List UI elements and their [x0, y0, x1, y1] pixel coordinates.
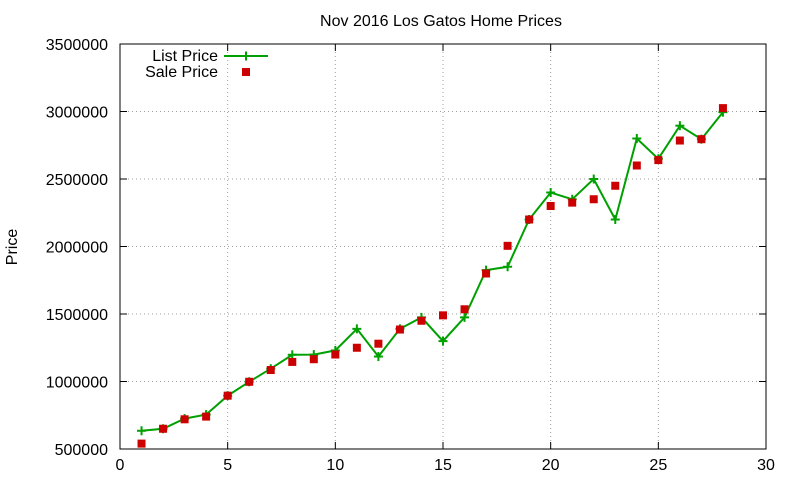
y-tick-label: 2000000 — [46, 240, 108, 257]
sale-price-point — [697, 135, 706, 144]
list-price-point — [438, 336, 448, 346]
list-price-point — [610, 215, 620, 224]
sale-price-point — [202, 412, 211, 421]
legend-swatch-sale-price — [242, 68, 250, 76]
sale-price-point — [718, 104, 727, 113]
list-price-point — [675, 121, 685, 131]
list-price-point — [632, 134, 642, 143]
chart-title: Nov 2016 Los Gatos Home Prices — [320, 13, 562, 30]
list-price-point — [137, 426, 147, 436]
y-tick-label: 1500000 — [46, 307, 108, 324]
sale-price-point — [374, 339, 383, 348]
list-price-point — [503, 262, 513, 272]
sale-price-point — [352, 343, 361, 352]
legend-label-sale-price: Sale Price — [145, 64, 218, 81]
list-price-point — [352, 324, 362, 334]
y-tick-label: 2500000 — [46, 172, 108, 189]
legend-label-list-price: List Price — [152, 48, 218, 65]
sale-price-point — [331, 350, 340, 359]
sale-price-point — [309, 355, 318, 364]
x-tick-label: 10 — [326, 457, 344, 474]
list-price-point — [373, 352, 383, 362]
sale-price-point — [546, 202, 555, 210]
sale-price-point — [632, 161, 641, 170]
plot-frame — [119, 43, 767, 450]
y-axis-label: Price — [4, 229, 21, 266]
sale-price-point — [288, 357, 297, 366]
sale-price-point — [503, 241, 512, 250]
sale-price-point — [460, 305, 469, 314]
sale-price-point — [180, 415, 189, 424]
sale-price-point — [525, 215, 534, 224]
sale-price-point — [395, 325, 404, 334]
y-tick-label: 1000000 — [46, 375, 108, 392]
grid — [120, 44, 766, 449]
x-tick-label: 15 — [434, 457, 452, 474]
axis-ticks: 500000 1000000 1500000 2000000 2500000 300000… — [46, 37, 775, 474]
sale-price-point — [245, 377, 254, 386]
sale-price-point — [223, 391, 232, 400]
x-tick-label: 5 — [223, 457, 232, 474]
x-tick-label: 0 — [116, 457, 125, 474]
x-tick-label: 25 — [649, 457, 667, 474]
legend-swatch-list-price-marker — [241, 51, 251, 61]
y-tick-label: 500000 — [55, 442, 108, 459]
list-price-point — [287, 350, 297, 360]
sale-price-point — [654, 156, 663, 165]
list-price-line — [141, 111, 724, 432]
sale-price-point — [417, 316, 426, 325]
sale-price-point — [266, 366, 275, 375]
sale-price-point — [589, 195, 598, 204]
list-price-point — [460, 312, 470, 322]
x-tick-label: 30 — [757, 457, 775, 474]
series — [137, 104, 728, 448]
y-tick-label: 3000000 — [46, 105, 108, 122]
list-price-point — [546, 188, 556, 197]
y-tick-label: 3500000 — [46, 37, 108, 54]
sale-price-point — [159, 424, 168, 433]
x-tick-label: 20 — [542, 457, 560, 474]
sale-price-point — [675, 136, 684, 145]
sale-price-point — [439, 311, 447, 320]
sale-price-point — [568, 198, 577, 207]
sale-price-point — [482, 269, 491, 278]
sale-price-point — [611, 181, 620, 190]
list-price-point — [589, 174, 599, 184]
sale-price-point — [137, 439, 146, 448]
legend: List Price Sale Price — [145, 48, 268, 81]
